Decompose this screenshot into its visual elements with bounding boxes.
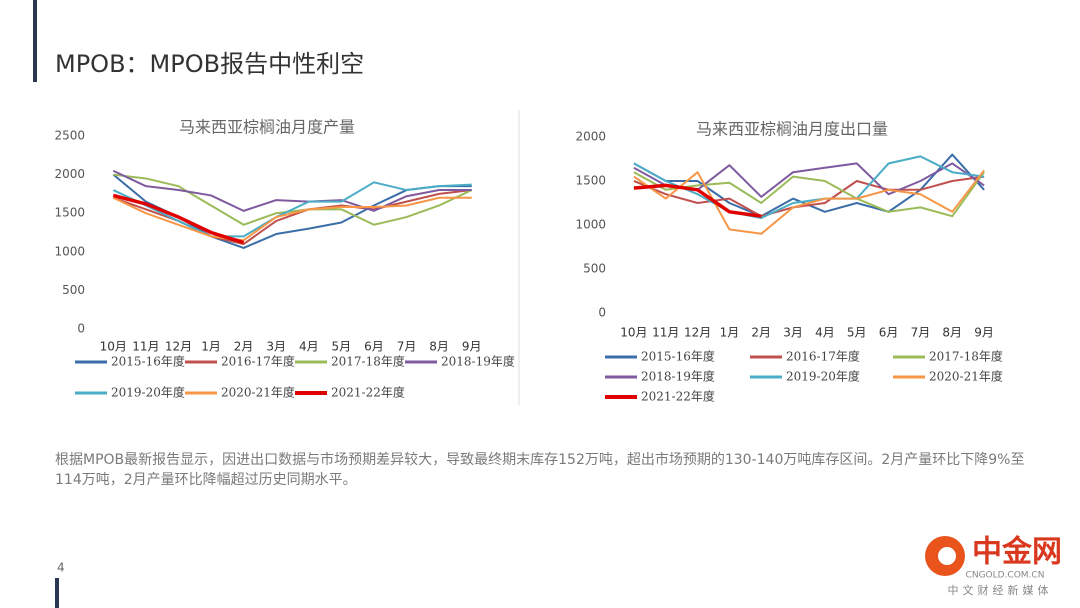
series-line	[633, 153, 985, 218]
legend-label: 2019-20年度	[786, 369, 860, 384]
series-line	[112, 193, 245, 245]
slide-title: MPOB：MPOB报告中性利空	[55, 50, 364, 78]
x-tick-label: 3月	[783, 326, 803, 340]
y-tick-label: 500	[583, 262, 606, 276]
y-tick-label: 0	[598, 306, 606, 320]
accent-bar	[33, 0, 37, 82]
series-line	[112, 181, 472, 238]
x-tick-label: 9月	[974, 326, 994, 340]
x-tick-label: 2月	[234, 340, 254, 354]
x-tick-label: 4月	[299, 340, 319, 354]
series-line	[112, 169, 472, 212]
x-tick-label: 4月	[815, 326, 835, 340]
logo-name: 中金网	[972, 535, 1062, 570]
y-tick-label: 1500	[54, 206, 85, 220]
x-tick-label: 10月	[100, 340, 127, 354]
x-tick-label: 6月	[364, 340, 384, 354]
x-tick-label: 12月	[165, 340, 192, 354]
series-line	[113, 173, 473, 226]
legend-label: 2016-17年度	[221, 354, 295, 369]
series-line	[112, 189, 472, 246]
x-tick-label: 2月	[751, 326, 771, 340]
x-tick-label: 11月	[132, 340, 159, 354]
legend-label: 2018-19年度	[641, 369, 715, 384]
legend-label: 2017-18年度	[331, 354, 405, 369]
legend-label: 2021-22年度	[331, 385, 405, 400]
series-line	[633, 175, 985, 218]
footer-bar	[55, 578, 59, 608]
y-tick-label: 1000	[575, 218, 606, 232]
logo-domain: CNGOLD.COM.CN	[966, 571, 1045, 581]
series-line	[112, 196, 472, 242]
logo-slogan: 中文财经新媒体	[948, 583, 1053, 597]
chart-title: 马来西亚棕榈油月度产量	[179, 118, 355, 137]
x-tick-label: 1月	[720, 326, 740, 340]
y-tick-label: 1000	[54, 244, 85, 258]
x-tick-label: 3月	[266, 340, 286, 354]
x-tick-label: 6月	[879, 326, 899, 340]
legend-label: 2018-19年度	[441, 354, 515, 369]
legend-label: 2015-16年度	[641, 349, 715, 364]
x-tick-label: 10月	[620, 326, 647, 340]
series-line	[633, 169, 985, 235]
x-tick-label: 5月	[847, 326, 867, 340]
x-tick-label: 8月	[942, 326, 962, 340]
y-tick-label: 0	[77, 322, 85, 336]
logo-icon-inner	[938, 547, 956, 565]
legend-label: 2020-21年度	[221, 385, 295, 400]
x-tick-label: 11月	[652, 326, 679, 340]
series-line	[633, 183, 762, 218]
x-tick-label: 12月	[684, 326, 711, 340]
legend-label: 2021-22年度	[641, 389, 715, 404]
y-tick-label: 2000	[54, 167, 85, 181]
x-tick-label: 8月	[429, 340, 449, 354]
legend-label: 2020-21年度	[929, 369, 1003, 384]
body-text: 根据MPOB最新报告显示，因进出口数据与市场预期差异较大，导致最终期末库存152…	[55, 452, 1025, 488]
x-tick-label: 7月	[397, 340, 417, 354]
series-line	[633, 155, 985, 219]
x-tick-label: 5月	[332, 340, 352, 354]
legend-label: 2017-18年度	[929, 349, 1003, 364]
legend-label: 2015-16年度	[111, 354, 185, 369]
x-tick-label: 7月	[911, 326, 931, 340]
y-tick-label: 2500	[54, 129, 85, 143]
y-tick-label: 1500	[575, 174, 606, 188]
x-tick-label: 9月	[462, 340, 482, 354]
series-line	[633, 171, 985, 218]
y-tick-label: 2000	[575, 130, 606, 144]
y-tick-label: 500	[62, 283, 85, 297]
chart-title: 马来西亚棕榈油月度出口量	[696, 120, 888, 139]
legend-label: 2019-20年度	[111, 385, 185, 400]
x-tick-label: 1月	[201, 340, 221, 354]
page-number: 4	[57, 561, 65, 575]
legend-label: 2016-17年度	[786, 349, 860, 364]
